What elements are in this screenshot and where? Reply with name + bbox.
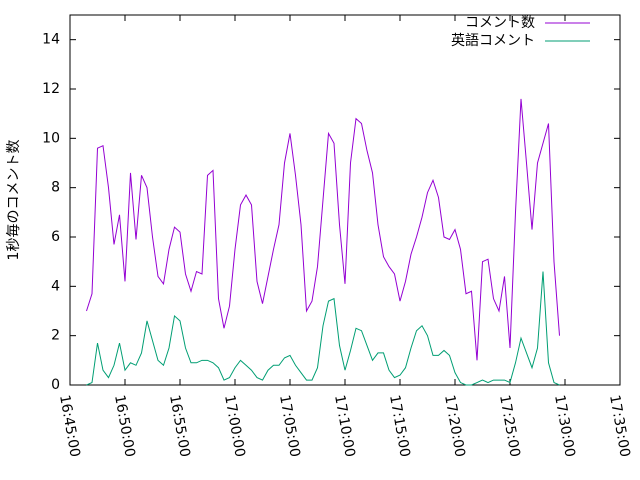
y-tick-label: 14 [42, 32, 60, 48]
legend-label: 英語コメント [451, 32, 535, 49]
y-tick-label: 4 [51, 278, 60, 294]
y-tick-label: 8 [51, 180, 60, 196]
x-tick-label: 17:05:00 [276, 394, 303, 459]
x-tick-label: 16:55:00 [166, 394, 193, 459]
x-tick-label: 17:30:00 [551, 394, 578, 459]
y-axis-label: 1秒毎のコメント数 [6, 140, 22, 261]
legend-label: コメント数 [465, 15, 535, 31]
plot-border [69, 14, 621, 386]
x-tick-label: 17:35:00 [606, 394, 633, 459]
x-tick-label: 17:25:00 [496, 394, 523, 459]
x-tick-label: 17:15:00 [386, 394, 413, 459]
x-tick-label: 16:50:00 [111, 394, 138, 459]
series-line [86, 98, 560, 361]
y-tick-label: 6 [51, 229, 60, 245]
x-tick-label: 17:00:00 [221, 394, 248, 459]
y-tick-label: 12 [42, 81, 60, 97]
x-tick-label: 17:20:00 [441, 394, 468, 459]
y-tick-label: 10 [42, 130, 60, 146]
y-tick-label: 0 [51, 377, 60, 393]
series-line [86, 271, 560, 386]
x-tick-label: 17:10:00 [331, 394, 358, 459]
y-tick-label: 2 [51, 328, 60, 344]
x-tick-label: 16:45:00 [56, 394, 83, 459]
